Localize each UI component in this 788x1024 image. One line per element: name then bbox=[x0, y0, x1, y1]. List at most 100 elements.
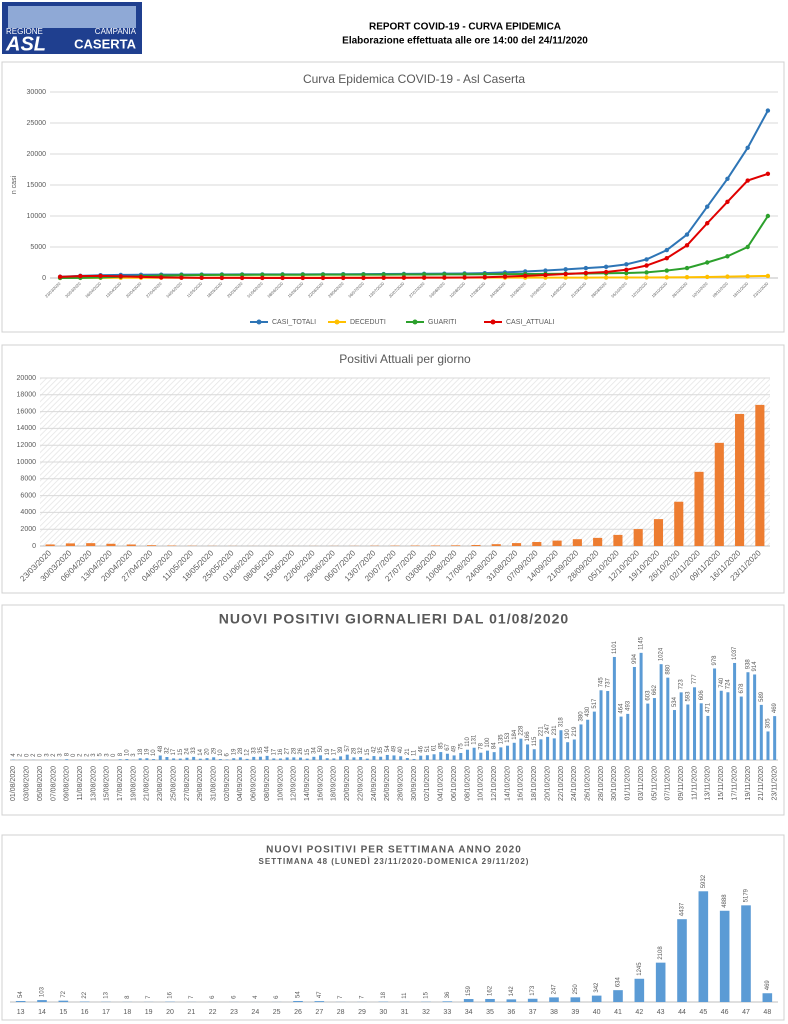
bar bbox=[126, 544, 136, 546]
x-tick-label: 31/08/2020 bbox=[211, 766, 218, 801]
x-tick-label: 14 bbox=[38, 1009, 46, 1016]
value-label: 740 bbox=[719, 677, 725, 688]
value-label: 8 bbox=[125, 995, 131, 999]
chart-title: Curva Epidemica COVID-19 - Asl Caserta bbox=[303, 72, 525, 86]
legend-label: DECEDUTI bbox=[350, 319, 386, 326]
chart-subtitle: SETTIMANA 48 (LUNEDÌ 23/11/2020-DOMENICA… bbox=[259, 857, 530, 866]
bar bbox=[566, 742, 570, 760]
value-label: 250 bbox=[573, 984, 579, 995]
value-label: 219 bbox=[572, 726, 578, 737]
data-point bbox=[260, 275, 265, 281]
data-point bbox=[543, 268, 548, 273]
value-label: 28 bbox=[238, 747, 244, 754]
value-label: 978 bbox=[712, 655, 718, 666]
bar bbox=[546, 736, 550, 760]
data-point bbox=[725, 199, 730, 205]
value-label: 0 bbox=[38, 753, 44, 757]
data-point bbox=[361, 275, 366, 281]
x-tick-label: 07/11/2020 bbox=[665, 766, 672, 801]
value-label: 49 bbox=[452, 745, 458, 752]
value-label: 34 bbox=[311, 746, 317, 753]
x-tick-label: 44 bbox=[678, 1009, 686, 1016]
bar bbox=[146, 545, 157, 546]
data-point bbox=[644, 275, 649, 280]
bar bbox=[325, 758, 329, 760]
value-label: 8 bbox=[118, 752, 124, 756]
bar bbox=[312, 756, 316, 760]
bar bbox=[559, 730, 563, 760]
data-point bbox=[664, 247, 669, 253]
data-point bbox=[442, 275, 447, 280]
x-tick-label: 05/08/2020 bbox=[37, 766, 44, 801]
bar bbox=[442, 1001, 453, 1002]
value-label: 27 bbox=[285, 747, 291, 754]
value-label: 228 bbox=[518, 725, 524, 736]
y-tick-label: 18000 bbox=[17, 392, 37, 399]
value-label: 7 bbox=[189, 995, 195, 999]
bar bbox=[632, 666, 636, 760]
bar bbox=[165, 757, 169, 760]
bar bbox=[37, 1000, 47, 1002]
x-tick-label: 06/10/2020 bbox=[451, 766, 458, 801]
chart-title: NUOVI POSITIVI GIORNALIERI DAL 01/08/202… bbox=[219, 611, 569, 627]
bar bbox=[430, 545, 440, 546]
value-label: 593 bbox=[685, 691, 691, 702]
x-tick-label: 26/09/2020 bbox=[384, 766, 391, 801]
x-tick-label: 35 bbox=[486, 1009, 494, 1016]
data-point bbox=[98, 273, 103, 279]
bar bbox=[425, 755, 429, 760]
bar bbox=[451, 545, 461, 546]
value-label: 67 bbox=[445, 743, 451, 750]
y-tick-label: 12000 bbox=[17, 442, 37, 449]
x-tick-label: 27/08/2020 bbox=[184, 766, 191, 801]
value-label: 15 bbox=[305, 748, 311, 755]
data-point bbox=[462, 275, 467, 280]
data-point bbox=[118, 274, 123, 279]
x-tick-label: 45 bbox=[699, 1009, 707, 1016]
bar bbox=[741, 905, 751, 1002]
x-tick-label: 02/09/2020 bbox=[224, 766, 231, 801]
value-label: 2 bbox=[18, 753, 24, 757]
bar bbox=[706, 715, 710, 760]
x-tick-label: 25 bbox=[273, 1009, 281, 1016]
data-point bbox=[421, 272, 427, 277]
data-point bbox=[603, 275, 609, 280]
y-tick-label: 0 bbox=[32, 543, 36, 550]
data-point bbox=[138, 274, 144, 280]
data-point bbox=[725, 274, 730, 279]
bar bbox=[639, 652, 643, 760]
bar bbox=[293, 1000, 303, 1002]
value-label: 3 bbox=[104, 753, 110, 757]
bar bbox=[527, 998, 538, 1002]
data-point bbox=[745, 244, 750, 250]
value-label: 36 bbox=[445, 991, 451, 998]
value-label: 318 bbox=[559, 717, 565, 728]
x-tick-label: 21/11/2020 bbox=[758, 766, 765, 801]
data-point bbox=[199, 275, 204, 281]
data-point bbox=[664, 268, 669, 273]
chart-title: Positivi Attuali per giorno bbox=[339, 352, 471, 366]
bar bbox=[686, 704, 690, 760]
bar bbox=[677, 919, 687, 1002]
value-label: 18 bbox=[138, 748, 144, 755]
bar bbox=[755, 404, 765, 546]
bar bbox=[471, 545, 481, 546]
value-label: 103 bbox=[40, 986, 46, 997]
x-tick-label: 21 bbox=[187, 1009, 195, 1016]
x-tick-label: 16/09/2020 bbox=[317, 766, 324, 801]
legend-marker bbox=[490, 319, 496, 325]
bar bbox=[753, 674, 757, 760]
x-tick-label: 28 bbox=[337, 1009, 345, 1016]
data-point bbox=[705, 221, 710, 226]
bar bbox=[746, 672, 750, 760]
bar bbox=[172, 758, 176, 760]
bar bbox=[599, 690, 603, 760]
value-label: 54 bbox=[385, 745, 391, 752]
value-label: 4888 bbox=[722, 894, 728, 908]
value-label: 16 bbox=[278, 748, 284, 755]
value-label: 190 bbox=[565, 729, 571, 740]
bar bbox=[512, 742, 516, 760]
value-label: 2 bbox=[78, 753, 84, 757]
legend-label: CASI_ATTUALI bbox=[506, 319, 555, 326]
bar bbox=[345, 754, 349, 760]
